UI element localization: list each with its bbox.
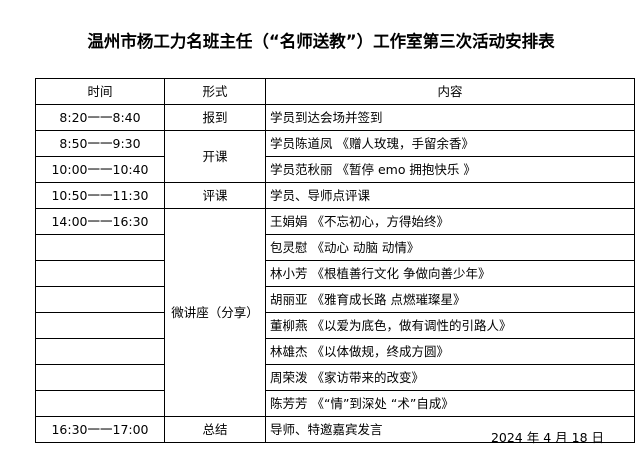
cell-content: 学员范秋丽 《暂停 emo 拥抱快乐 》 [265,156,635,183]
column-header-content: 内容 [265,78,635,105]
cell-content: 学员陈道凤 《赠人玫瑰，手留余香》 [265,130,635,157]
cell-time [35,338,165,365]
column-header-time: 时间 [35,78,165,105]
cell-time [35,312,165,339]
table-row: 10:50一一11:30 评课 学员、导师点评课 [35,182,635,209]
cell-form: 评课 [164,182,266,209]
cell-content: 周荣泼 《家访带来的改变》 [265,364,635,391]
table-row: 董柳燕 《以爱为底色，做有调性的引路人》 [35,312,635,339]
cell-content: 林小芳 《根植善行文化 争做向善少年》 [265,260,635,287]
cell-time [35,364,165,391]
table-row: 16:30一一17:00 总结 导师、特邀嘉宾发言 [35,416,635,443]
cell-content: 学员到达会场并签到 [265,104,635,131]
schedule-table-wrapper: 时间 形式 内容 8:20一一8:40 报到 学员到达会场并签到 8:50一一9… [35,78,635,443]
cell-form: 报到 [164,104,266,131]
cell-form: 微讲座（分享） [164,208,266,417]
cell-time [35,286,165,313]
table-row: 8:50一一9:30 开课 学员陈道凤 《赠人玫瑰，手留余香》 [35,130,635,183]
cell-time: 10:50一一11:30 [35,182,165,209]
page-title: 温州市杨工力名班主任（“名师送教”）工作室第三次活动安排表 [87,32,555,51]
cell-form: 总结 [164,416,266,443]
cell-time: 16:30一一17:00 [35,416,165,443]
table-row: 8:20一一8:40 报到 学员到达会场并签到 [35,104,635,131]
table-row: 包灵慰 《动心 动脑 动情》 [35,234,635,261]
cell-time [35,260,165,287]
cell-content: 学员、导师点评课 [265,182,635,209]
cell-form: 开课 [164,130,266,183]
table-row: 14:00一一16:30 微讲座（分享） 王娟娟 《不忘初心，方得始终》 [35,208,635,417]
cell-content: 王娟娟 《不忘初心，方得始终》 [265,208,635,235]
cell-time: 10:00一一10:40 [35,156,165,183]
table-row: 周荣泼 《家访带来的改变》 [35,364,635,391]
table-row: 陈芳芳 《“情”到深处 “术”自成》 [35,390,635,417]
cell-time: 14:00一一16:30 [35,208,165,235]
cell-content: 林雄杰 《以体做规，终成方圆》 [265,338,635,365]
cell-time: 8:20一一8:40 [35,104,165,131]
table-row: 林雄杰 《以体做规，终成方圆》 [35,338,635,365]
cell-content: 胡丽亚 《雅育成长路 点燃璀璨星》 [265,286,635,313]
column-header-form: 形式 [164,78,266,105]
table-row: 10:00一一10:40 学员范秋丽 《暂停 emo 拥抱快乐 》 [35,156,635,183]
table-row: 胡丽亚 《雅育成长路 点燃璀璨星》 [35,286,635,313]
cell-content: 董柳燕 《以爱为底色，做有调性的引路人》 [265,312,635,339]
schedule-table: 时间 形式 内容 8:20一一8:40 报到 学员到达会场并签到 8:50一一9… [35,78,635,443]
cell-time [35,234,165,261]
cell-time [35,390,165,417]
cell-content: 导师、特邀嘉宾发言 [265,416,635,443]
cell-time: 8:50一一9:30 [35,130,165,157]
footer-date: 2024 年 4 月 18 日 [490,430,604,445]
cell-content: 包灵慰 《动心 动脑 动情》 [265,234,635,261]
cell-content: 陈芳芳 《“情”到深处 “术”自成》 [265,390,635,417]
table-row: 林小芳 《根植善行文化 争做向善少年》 [35,260,635,287]
table-header-row: 时间 形式 内容 [35,78,635,105]
